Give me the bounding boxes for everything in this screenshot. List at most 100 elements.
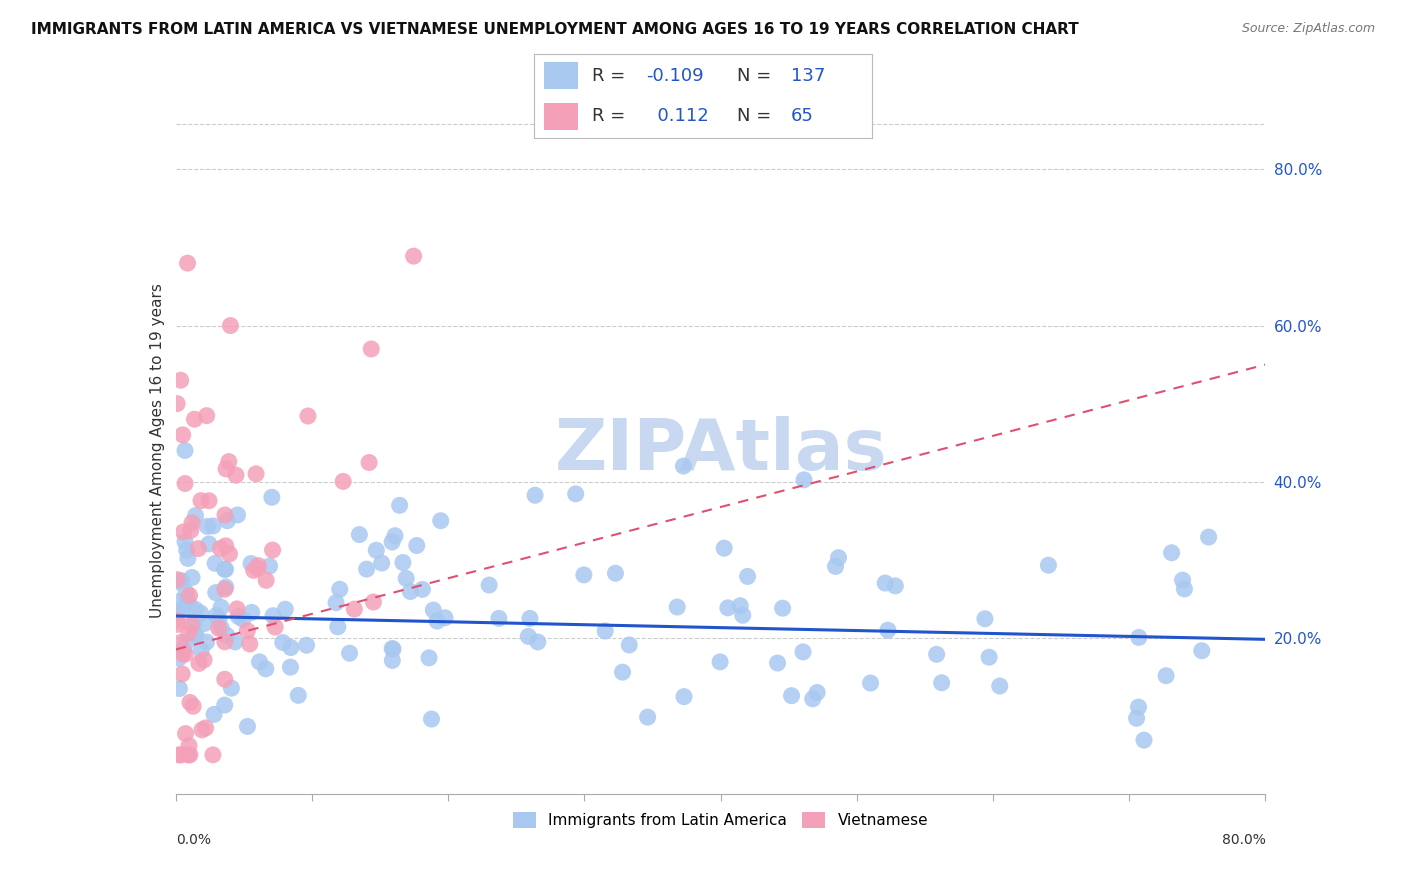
Point <box>876 623 898 637</box>
Text: ZIPAtlas: ZIPAtlas <box>554 416 887 485</box>
Point <box>247 558 270 573</box>
Point <box>572 567 595 582</box>
Point <box>259 559 281 574</box>
Point <box>236 719 259 733</box>
Point <box>246 561 269 575</box>
Point <box>1171 573 1194 587</box>
Point <box>209 541 232 556</box>
Point <box>249 655 271 669</box>
Legend: Immigrants from Latin America, Vietnamese: Immigrants from Latin America, Vietnames… <box>508 805 934 834</box>
Point <box>381 641 404 656</box>
Point <box>177 597 200 611</box>
Point <box>240 557 263 571</box>
Point <box>169 635 191 649</box>
Point <box>179 695 201 709</box>
Point <box>209 600 232 615</box>
Point <box>329 582 352 597</box>
Point <box>370 556 392 570</box>
Point <box>184 628 207 642</box>
Point <box>801 691 824 706</box>
Point <box>166 606 188 620</box>
Point <box>433 611 456 625</box>
Point <box>731 608 754 623</box>
Point <box>215 628 238 642</box>
Point <box>1128 700 1150 714</box>
Point <box>519 611 541 625</box>
Point <box>478 578 501 592</box>
Point <box>366 543 388 558</box>
Point <box>214 562 236 576</box>
Text: N =: N = <box>737 67 776 85</box>
Point <box>188 657 211 671</box>
Point <box>224 635 246 649</box>
Point <box>405 539 427 553</box>
Point <box>166 396 188 410</box>
Point <box>388 499 411 513</box>
Point <box>176 543 198 558</box>
Point <box>709 655 731 669</box>
Point <box>859 676 882 690</box>
Point <box>806 685 828 699</box>
Text: 65: 65 <box>790 107 814 125</box>
Point <box>187 541 209 556</box>
Point <box>181 570 204 584</box>
Point <box>204 585 226 599</box>
Point <box>190 606 212 620</box>
Point <box>605 566 627 581</box>
Point <box>174 476 197 491</box>
Point <box>166 617 188 632</box>
Point <box>179 589 201 603</box>
Point <box>172 427 194 442</box>
Point <box>392 556 415 570</box>
Point <box>198 493 221 508</box>
Point <box>780 689 803 703</box>
Point <box>177 551 200 566</box>
Point <box>180 523 202 537</box>
Point <box>208 612 231 626</box>
Point <box>420 712 443 726</box>
Point <box>198 537 221 551</box>
Point <box>193 653 215 667</box>
Point <box>181 516 204 530</box>
Point <box>170 747 193 762</box>
Point <box>172 524 194 539</box>
Point <box>172 647 194 661</box>
Point <box>195 519 218 533</box>
Point <box>191 723 214 737</box>
Point <box>254 662 277 676</box>
Point <box>884 579 907 593</box>
Point <box>593 624 616 638</box>
Point <box>214 508 236 522</box>
Point <box>672 458 695 473</box>
Point <box>988 679 1011 693</box>
Point <box>381 535 404 549</box>
Point <box>232 612 254 626</box>
Point <box>174 726 197 740</box>
Point <box>875 576 897 591</box>
Point <box>172 602 194 616</box>
Point <box>395 571 418 585</box>
Point <box>214 635 236 649</box>
Point <box>1038 558 1060 573</box>
Point <box>167 574 190 589</box>
Point <box>264 620 287 634</box>
Point <box>429 514 451 528</box>
Point <box>564 487 586 501</box>
Point <box>766 656 789 670</box>
Point <box>426 614 449 628</box>
Point <box>242 563 264 577</box>
Point <box>737 569 759 583</box>
Point <box>343 602 366 616</box>
Point <box>1198 530 1220 544</box>
Point <box>339 646 361 660</box>
Point <box>1133 733 1156 747</box>
Point <box>411 582 433 597</box>
Text: 80.0%: 80.0% <box>1222 833 1265 847</box>
Point <box>977 650 1000 665</box>
Point <box>217 514 239 528</box>
Point <box>194 721 217 735</box>
Point <box>381 653 404 667</box>
Point <box>792 645 814 659</box>
FancyBboxPatch shape <box>544 103 578 130</box>
Point <box>176 591 198 606</box>
